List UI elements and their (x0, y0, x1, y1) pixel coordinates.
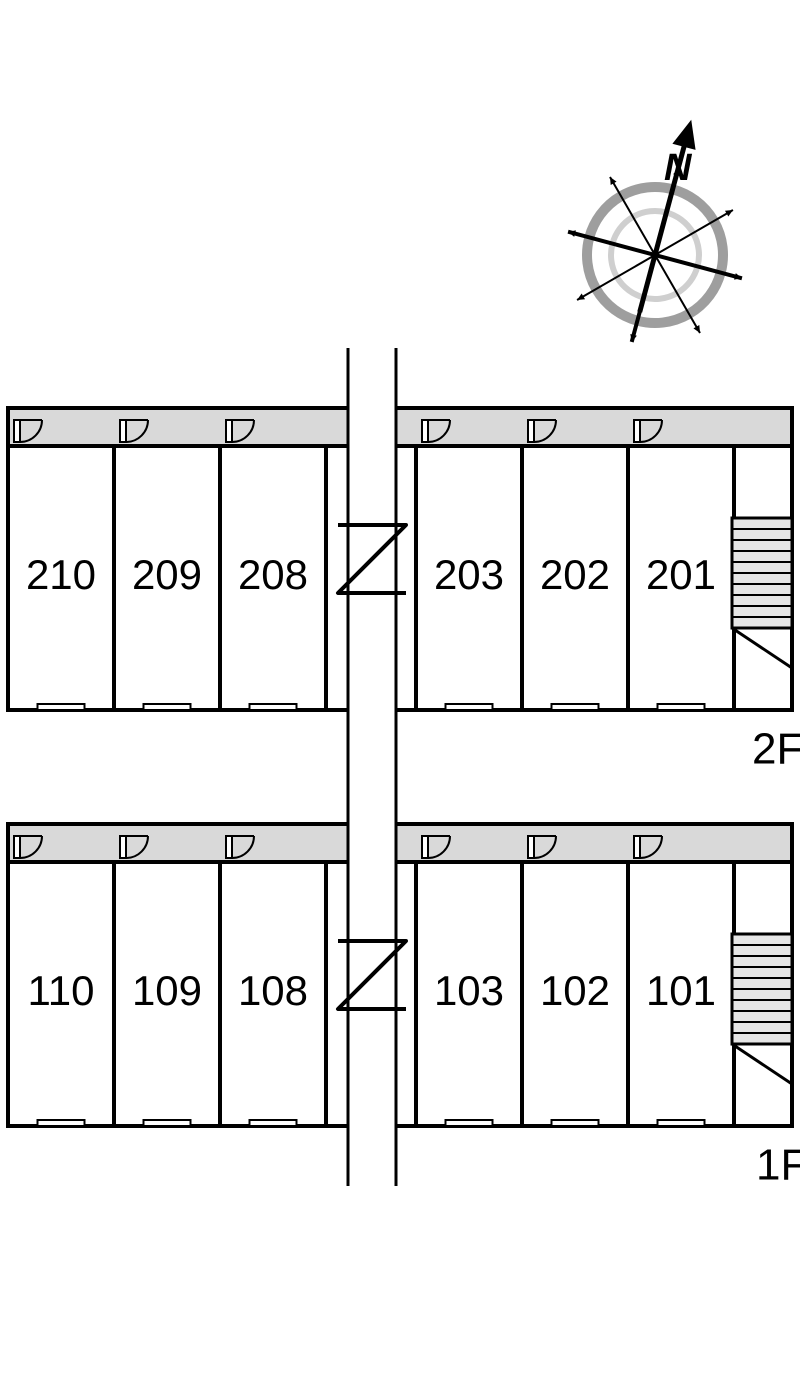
room-label-203: 203 (434, 551, 504, 598)
floor-1F: 110 109 108 103 102 101 1F (8, 764, 800, 1190)
room-label-202: 202 (540, 551, 610, 598)
room-label-201: 201 (646, 551, 716, 598)
stairs-icon (732, 934, 792, 1084)
room-label-109: 109 (132, 967, 202, 1014)
floor-2F: 210 209 208 203 202 201 2F (8, 348, 800, 774)
truncation-mark (338, 764, 406, 1186)
floor-plan-diagram: N2102092082032022012F1101091081031021011… (0, 0, 800, 1381)
room-label-101: 101 (646, 967, 716, 1014)
truncation-mark (338, 348, 406, 770)
room-label-210: 210 (26, 551, 96, 598)
stairs-icon (732, 518, 792, 668)
floor-label-1F: 1F (756, 1141, 800, 1190)
room-label-110: 110 (28, 967, 95, 1014)
room-label-108: 108 (238, 967, 308, 1014)
svg-text:N: N (664, 147, 693, 189)
room-label-103: 103 (434, 967, 504, 1014)
room-label-102: 102 (540, 967, 610, 1014)
room-label-209: 209 (132, 551, 202, 598)
floor-label-2F: 2F (752, 725, 800, 774)
room-label-208: 208 (238, 551, 308, 598)
compass-rose: N (545, 96, 778, 365)
